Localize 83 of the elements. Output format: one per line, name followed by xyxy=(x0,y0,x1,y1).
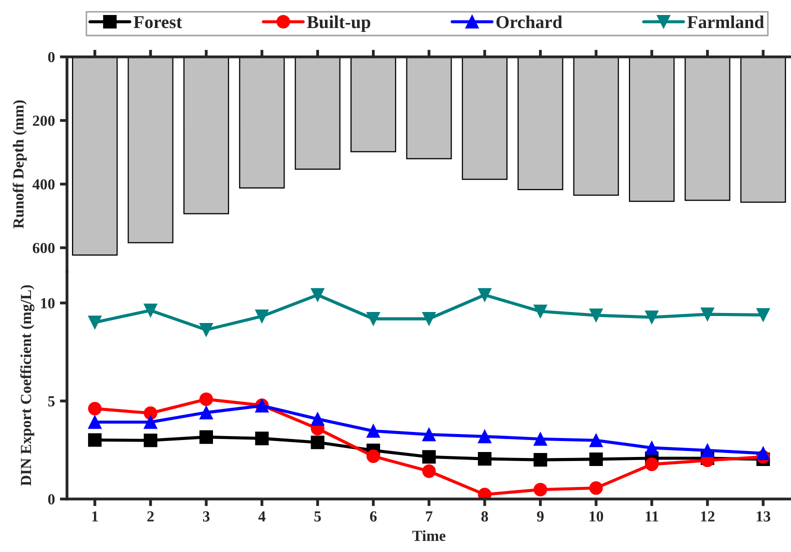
point xyxy=(199,392,213,406)
point xyxy=(645,441,659,455)
point xyxy=(534,432,548,446)
y-tick-label: 5 xyxy=(48,396,55,406)
point xyxy=(199,406,213,420)
point xyxy=(422,450,436,464)
bar xyxy=(740,56,786,203)
point xyxy=(255,432,269,446)
point xyxy=(589,308,603,322)
point xyxy=(310,288,324,302)
point xyxy=(422,464,436,478)
point xyxy=(255,310,269,324)
bar xyxy=(350,56,396,152)
point xyxy=(366,424,380,438)
bar xyxy=(128,56,174,244)
point xyxy=(88,415,102,429)
point xyxy=(534,482,548,496)
y-axis-title: Runoff Depth (mm) xyxy=(12,100,27,228)
point xyxy=(144,434,158,448)
bar xyxy=(239,56,285,188)
bar xyxy=(628,56,675,202)
point xyxy=(144,304,158,318)
y-tick-label: 400 xyxy=(32,179,55,190)
point xyxy=(144,406,158,420)
bar xyxy=(573,56,619,196)
point xyxy=(478,430,492,444)
legend-label: Farmland xyxy=(687,16,764,28)
point xyxy=(422,428,436,442)
x-tick-label: 2 xyxy=(147,511,154,522)
x-tick-label: 5 xyxy=(314,511,321,522)
point xyxy=(534,304,548,318)
point xyxy=(144,415,158,429)
legend-label: Orchard xyxy=(496,16,562,28)
point xyxy=(645,458,659,472)
x-axis-title: Time xyxy=(412,530,446,541)
legend-label: Forest xyxy=(134,16,182,28)
y-tick-label: 200 xyxy=(32,116,55,126)
x-tick-label: 7 xyxy=(426,511,432,522)
point xyxy=(700,308,714,322)
point xyxy=(88,433,102,447)
point xyxy=(366,450,380,464)
y-tick-label: 0 xyxy=(48,494,55,504)
x-tick-label: 3 xyxy=(202,511,210,522)
bar xyxy=(72,56,118,256)
point xyxy=(88,402,102,416)
x-tick-label: 6 xyxy=(370,511,377,522)
point xyxy=(756,308,770,322)
y-axis-title: DIN Export Coefficient (mg/L) xyxy=(20,285,34,486)
y-tick-label: 0 xyxy=(48,52,55,62)
point xyxy=(310,436,324,450)
point xyxy=(310,412,324,426)
bar xyxy=(518,56,564,190)
x-tick-label: 10 xyxy=(590,511,604,522)
y-tick-label: 600 xyxy=(32,242,55,254)
x-tick-label: 13 xyxy=(756,511,770,522)
point xyxy=(478,288,492,302)
y-tick-label: 10 xyxy=(41,298,55,308)
x-tick-label: 1 xyxy=(92,511,98,522)
bar xyxy=(684,56,730,201)
point xyxy=(700,444,714,458)
point xyxy=(589,452,603,466)
point xyxy=(589,434,603,448)
x-tick-label: 12 xyxy=(701,511,714,522)
legend-label: Built-up xyxy=(307,16,370,32)
bar xyxy=(183,56,230,214)
x-tick-label: 9 xyxy=(536,511,544,522)
point xyxy=(478,452,492,466)
point xyxy=(199,430,213,444)
point xyxy=(534,453,548,467)
point xyxy=(478,488,492,500)
point xyxy=(422,312,436,326)
x-tick-label: 8 xyxy=(481,511,488,522)
bar xyxy=(406,56,452,160)
point xyxy=(589,481,603,495)
bar xyxy=(294,56,340,170)
x-tick-label: 11 xyxy=(646,511,658,522)
point xyxy=(88,316,102,330)
point xyxy=(756,446,770,460)
point xyxy=(199,323,213,337)
point xyxy=(366,312,380,326)
point xyxy=(645,310,659,324)
bar xyxy=(462,56,508,180)
x-tick-label: 4 xyxy=(258,511,266,522)
